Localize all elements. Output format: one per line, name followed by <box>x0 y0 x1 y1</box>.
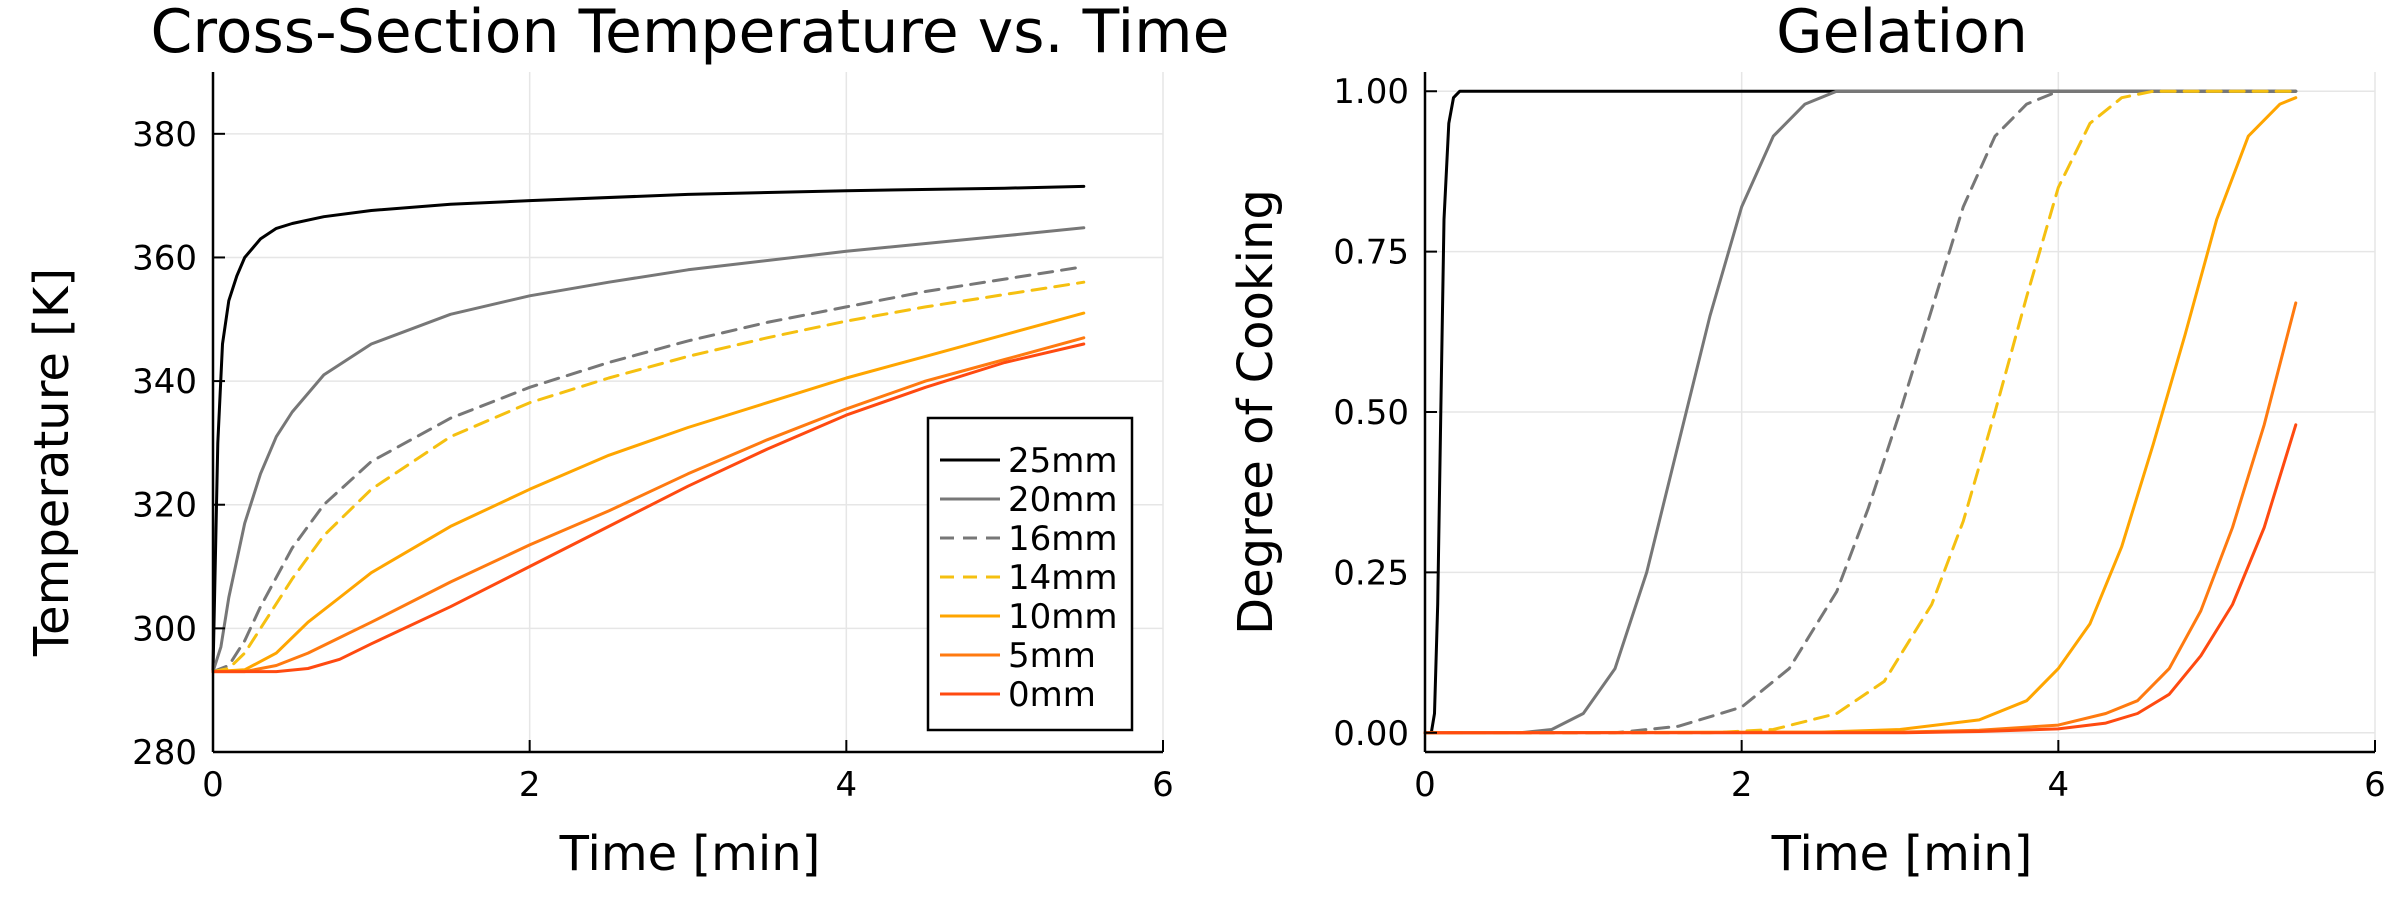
gelation-y-tick-label: 0.00 <box>1333 714 1409 754</box>
temperature-x-tick-label: 2 <box>519 765 541 805</box>
legend-label-0mm: 0mm <box>1008 675 1096 715</box>
gelation-y-tick-label: 1.00 <box>1333 72 1409 112</box>
legend-label-10mm: 10mm <box>1008 597 1118 637</box>
gelation-y-tick-label: 0.25 <box>1333 553 1409 593</box>
temperature-series-5mm <box>211 336 1086 674</box>
temperature-series-20mm <box>211 226 1086 674</box>
gelation-y-tick-label: 0.75 <box>1333 233 1409 273</box>
legend-label-5mm: 5mm <box>1008 636 1096 676</box>
temperature-panel: Cross-Section Temperature vs. Time Time … <box>24 0 1230 882</box>
temperature-series-16mm <box>211 265 1086 674</box>
gelation-x-tick-label: 4 <box>2048 765 2070 805</box>
temperature-y-tick-label: 280 <box>132 733 197 773</box>
gelation-y-axis-label: Degree of Cooking <box>1228 189 1284 635</box>
temperature-series-14mm <box>211 280 1086 674</box>
temperature-x-axis-label: Time [min] <box>559 826 821 882</box>
temperature-x-tick-label: 4 <box>836 765 858 805</box>
temperature-x-tick-label: 6 <box>1152 765 1174 805</box>
gelation-series-14mm <box>1423 89 2298 735</box>
gelation-series-25mm <box>1423 89 2298 735</box>
gelation-series-5mm <box>1423 301 2298 735</box>
gelation-series-10mm <box>1423 96 2298 735</box>
gelation-y-tick-label: 0.50 <box>1333 393 1409 433</box>
legend-box <box>926 416 1134 732</box>
temperature-series-0mm <box>211 342 1086 674</box>
gelation-x-tick-label: 2 <box>1731 765 1753 805</box>
temperature-y-tick-label: 360 <box>132 238 197 278</box>
gelation-x-tick-label: 0 <box>1414 765 1436 805</box>
temperature-y-tick-label: 380 <box>132 115 197 155</box>
temperature-series-25mm <box>211 184 1086 674</box>
gelation-series-20mm <box>1423 89 2298 735</box>
gelation-panel: Gelation Time [min] Degree of Cooking 0 2… <box>1228 0 2386 882</box>
temperature-chart-title: Cross-Section Temperature vs. Time <box>150 0 1229 67</box>
legend-label-25mm: 25mm <box>1008 441 1118 481</box>
gelation-x-axis-label: Time [min] <box>1771 826 2033 882</box>
temperature-series-10mm <box>211 311 1086 674</box>
gelation-series-16mm <box>1423 89 2298 735</box>
temperature-y-tick-label: 320 <box>132 486 197 526</box>
gelation-x-tick-label: 6 <box>2364 765 2386 805</box>
legend-label-14mm: 14mm <box>1008 558 1118 598</box>
legend-label-20mm: 20mm <box>1008 480 1118 520</box>
temperature-y-tick-label: 340 <box>132 362 197 402</box>
gelation-series-0mm <box>1423 423 2298 735</box>
temperature-y-axis-label: Temperature [K] <box>24 268 80 657</box>
temperature-x-tick-label: 0 <box>202 765 224 805</box>
legend-label-16mm: 16mm <box>1008 519 1118 559</box>
gelation-chart-title: Gelation <box>1776 0 2028 67</box>
temperature-y-tick-label: 300 <box>132 609 197 649</box>
